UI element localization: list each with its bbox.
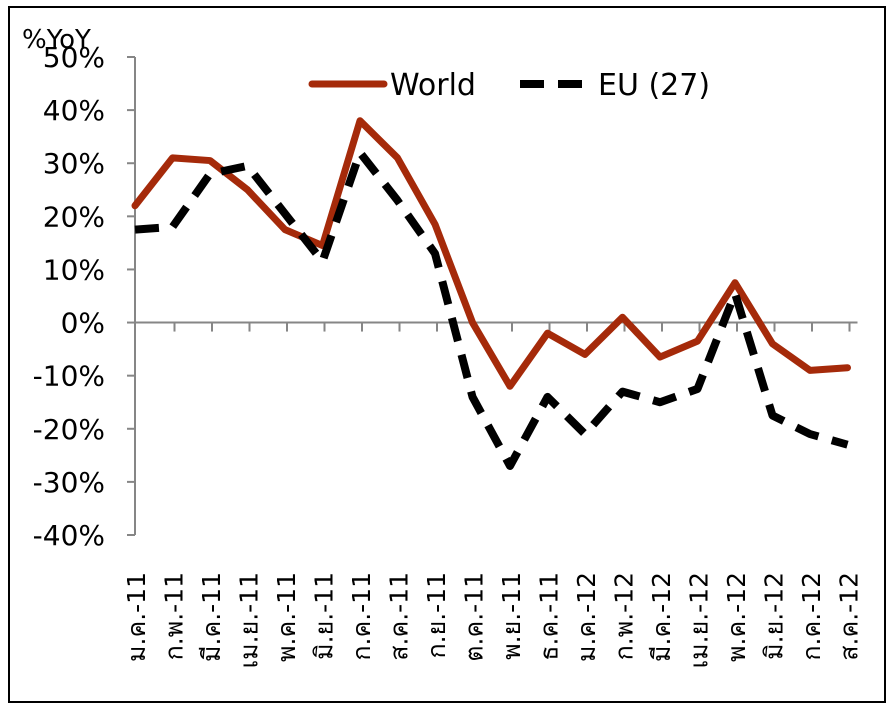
x-category-label: ม.ค.-11 — [122, 572, 151, 662]
x-category-label: พ.ค.-12 — [722, 572, 751, 662]
y-tick-label: 30% — [43, 147, 105, 180]
y-tick-label: -30% — [33, 466, 105, 499]
y-tick-label: -40% — [33, 519, 105, 552]
x-category-label: ส.ค.-11 — [385, 572, 414, 661]
y-tick-label: -20% — [33, 413, 105, 446]
y-tick-label: 40% — [43, 94, 105, 127]
y-tick-label: -10% — [33, 360, 105, 393]
x-category-label: มิ.ย.-11 — [310, 572, 339, 660]
chart-frame — [8, 6, 886, 703]
x-category-label: มี.ค.-12 — [647, 572, 676, 662]
series-line-eu27 — [134, 148, 849, 470]
x-category-label: มี.ค.-11 — [197, 572, 226, 662]
series-line-world — [131, 117, 851, 390]
legend-entry-label: EU (27) — [598, 68, 710, 103]
x-category-label: พ.ย.-11 — [497, 572, 526, 660]
y-tick-label: 50% — [43, 41, 105, 74]
x-category-label: ก.ค.-12 — [797, 572, 826, 661]
x-category-label: ก.พ.-12 — [610, 572, 639, 660]
x-category-label: เม.ย.-11 — [235, 572, 264, 668]
x-category-label: เม.ย.-12 — [685, 572, 714, 668]
y-tick-label: 0% — [61, 307, 105, 340]
x-category-label: มิ.ย.-12 — [760, 572, 789, 660]
x-category-label: ธ.ค.-11 — [535, 572, 564, 661]
x-category-label: ก.ค.-11 — [347, 572, 376, 661]
y-tick-label: 10% — [43, 253, 105, 286]
series-layer — [131, 117, 851, 470]
y-tick-label: 20% — [43, 200, 105, 233]
y-unit-label: %YoY — [22, 25, 91, 55]
legend-entry-label: World — [390, 68, 476, 103]
x-category-label: ก.ย.-11 — [422, 572, 451, 659]
x-category-label: ต.ค.-11 — [460, 572, 489, 662]
x-category-label: ม.ค.-12 — [572, 572, 601, 662]
x-category-label: ส.ค.-12 — [835, 572, 864, 661]
axes: 50% 40% 30% 20% 10% 0% -10% -20% -30% -40% ม.ค.-11… — [33, 41, 864, 668]
x-category-label: ก.พ.-11 — [160, 572, 189, 660]
x-category-label: พ.ค.-11 — [272, 572, 301, 662]
legend: World EU (27) — [308, 68, 710, 103]
